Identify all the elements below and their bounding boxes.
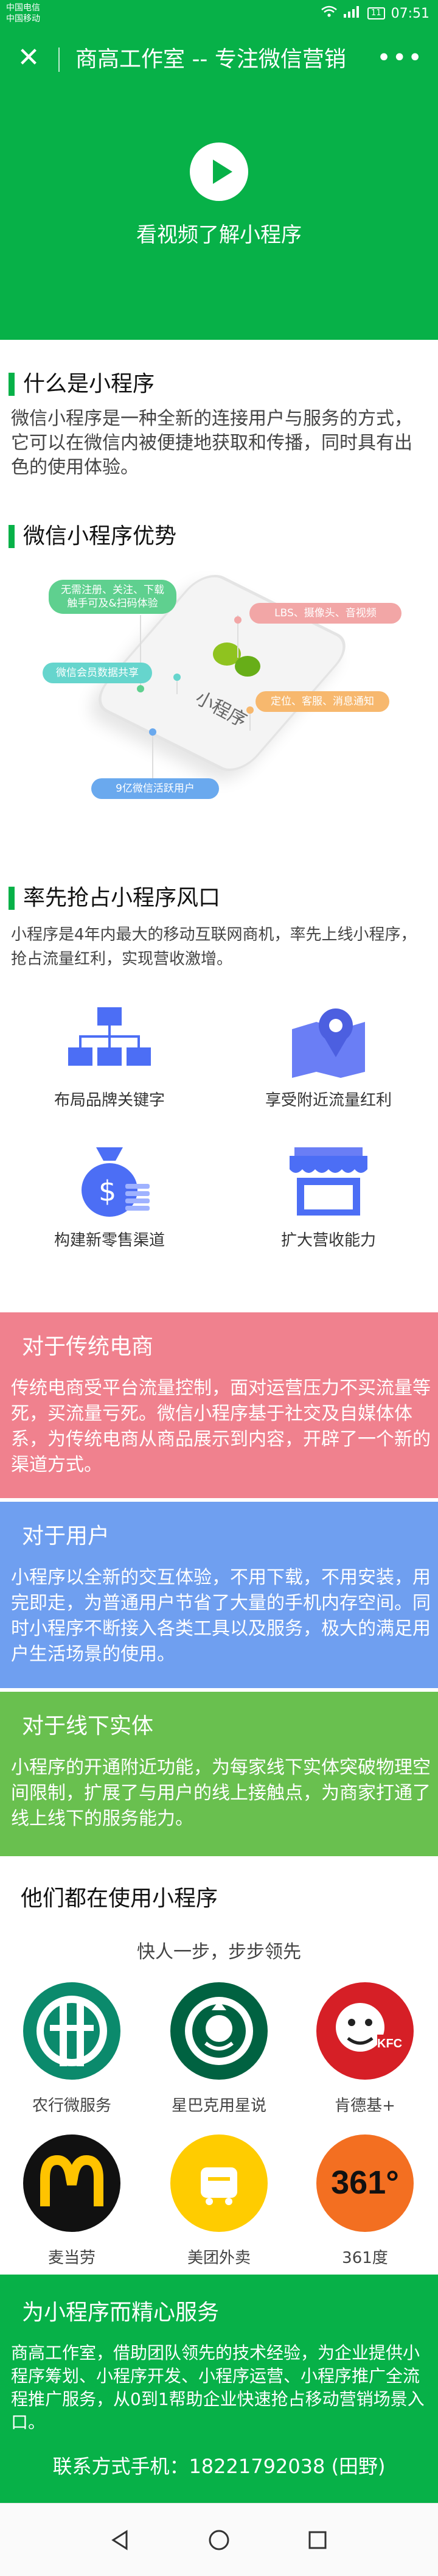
kfc-logo: KFC xyxy=(316,1982,414,2080)
band-title: 对于传统电商 xyxy=(22,1334,154,1359)
battery-indicator: 11 xyxy=(367,7,385,19)
mcdonalds-logo xyxy=(23,2134,120,2232)
contact-phone[interactable]: 联系方式手机：18221792038 (田野) xyxy=(52,2455,386,2478)
brand-abc[interactable]: 农行微服务 xyxy=(20,1982,123,2116)
feature-label: 扩大营收能力 xyxy=(280,1231,376,1250)
status-right: 11 07:51 xyxy=(321,5,429,21)
status-bar: 中国电信 中国移动 11 07:51 xyxy=(0,0,438,30)
brand-name: 美团外卖 xyxy=(187,2249,251,2267)
sitemap-icon xyxy=(67,1005,152,1078)
361-logo: 361° xyxy=(316,2134,414,2232)
band-offline: 对于线下实体 小程序的开通附近功能，为每家线下实体突破物理空间限制，扩展了与用户… xyxy=(0,1692,438,1856)
carrier-1: 中国电信 xyxy=(6,3,40,13)
abc-bank-logo xyxy=(23,1982,120,2080)
wifi-icon xyxy=(321,5,337,21)
advantage-tag-lbs: LBS、摄像头、音视频 xyxy=(249,603,401,624)
nav-divider xyxy=(58,48,60,72)
system-navigation-bar xyxy=(0,2503,438,2576)
band-body: 小程序以全新的交互体验，不用下载，不用安装，用完即走，为普通用户节省了大量的手机… xyxy=(11,1567,431,1665)
advantages-title: 微信小程序优势 xyxy=(9,523,176,551)
wechat-icon xyxy=(213,642,268,685)
brand-meituan[interactable]: 美团外卖 xyxy=(167,2134,271,2268)
title-bar: ✕ 商高工作室 -- 专注微信营销 ••• xyxy=(0,30,438,89)
what-is-title: 什么是小程序 xyxy=(9,370,155,398)
feature-revenue: 扩大营收能力 xyxy=(237,1145,420,1250)
brand-name: 星巴克用星说 xyxy=(171,2097,266,2115)
kfc-text: KFC xyxy=(377,2037,403,2050)
seize-title: 率先抢占小程序风口 xyxy=(9,884,220,912)
brands-subtitle: 快人一步，步步领先 xyxy=(137,1941,301,1963)
advantages-diagram: 小程序 无需注册、关注、下载 触手可及&扫码体验 LBS、摄像头、音视频 微信会… xyxy=(30,560,408,816)
carrier-2: 中国移动 xyxy=(6,14,40,24)
brand-starbucks[interactable]: 星巴克用星说 xyxy=(167,1982,271,2116)
feature-label: 享受附近流量红利 xyxy=(265,1091,392,1110)
more-icon[interactable]: ••• xyxy=(377,44,423,72)
home-icon[interactable] xyxy=(207,2528,231,2552)
brand-name: 农行微服务 xyxy=(32,2097,111,2115)
brand-name: 麦当劳 xyxy=(47,2249,96,2267)
feature-brand-keyword: 布局品牌关键字 xyxy=(18,1005,201,1110)
feature-label: 布局品牌关键字 xyxy=(54,1091,165,1110)
advantage-tag-member-data: 微信会员数据共享 xyxy=(43,663,152,683)
money-bag-icon: $ xyxy=(67,1145,152,1218)
band-title: 对于用户 xyxy=(22,1524,110,1549)
svg-text:$: $ xyxy=(99,1175,116,1208)
brand-name: 361度 xyxy=(342,2249,388,2267)
back-icon[interactable] xyxy=(108,2528,133,2552)
seize-body: 小程序是4年内最大的移动互联网商机，率先上线小程序，抢占流量红利，实现营收激增。 xyxy=(11,926,417,968)
brand-361[interactable]: 361° 361度 xyxy=(313,2134,417,2268)
page-title: 商高工作室 -- 专注微信营销 xyxy=(75,47,346,72)
starbucks-logo xyxy=(170,1982,268,2080)
brand-mcdonalds[interactable]: 麦当劳 xyxy=(20,2134,123,2268)
feature-new-retail: $ 构建新零售渠道 xyxy=(18,1145,201,1250)
band-body: 小程序的开通附近功能，为每家线下实体突破物理空间限制，扩展了与用户的线上接触点，… xyxy=(11,1757,431,1829)
band-body: 传统电商受平台流量控制，面对运营压力不买流量等死，买流量亏死。微信小程序基于社交… xyxy=(11,1378,431,1476)
feature-grid: 布局品牌关键字 享受附近流量红利 $ 构建新零售渠道 xyxy=(0,1005,438,1285)
service-footer: 为小程序而精心服务 商高工作室，借助团队领先的技术经验，为企业提供小程序筹划、小… xyxy=(0,2275,438,2503)
brands-title: 他们都在使用小程序 xyxy=(21,1886,218,1911)
brand-kfc[interactable]: KFC 肯德基+ xyxy=(313,1982,417,2116)
feature-label: 构建新零售渠道 xyxy=(54,1231,165,1250)
band-ecommerce: 对于传统电商 传统电商受平台流量控制，面对运营压力不买流量等死，买流量亏死。微信… xyxy=(0,1312,438,1498)
map-pin-icon xyxy=(286,1005,371,1078)
hero-video: 看视频了解小程序 xyxy=(0,89,438,340)
feature-nearby-traffic: 享受附近流量红利 xyxy=(237,1005,420,1110)
brand-name: 肯德基+ xyxy=(335,2097,395,2115)
play-icon[interactable] xyxy=(190,143,248,201)
video-label[interactable]: 看视频了解小程序 xyxy=(136,223,302,247)
footer-title: 为小程序而精心服务 xyxy=(22,2300,220,2325)
band-users: 对于用户 小程序以全新的交互体验，不用下载，不用安装，用完即走，为普通用户节省了… xyxy=(0,1502,438,1688)
meituan-logo xyxy=(170,2134,268,2232)
signal-icon xyxy=(343,5,361,21)
advantage-tag-location: 定位、客服、消息通知 xyxy=(255,691,389,712)
361-logo-text: 361° xyxy=(331,2164,399,2201)
recents-icon[interactable] xyxy=(305,2528,330,2552)
advantage-tag-active-users: 9亿微信活跃用户 xyxy=(91,778,219,799)
footer-body: 商高工作室，借助团队领先的技术经验，为企业提供小程序筹划、小程序开发、小程序运营… xyxy=(11,2343,425,2432)
storefront-icon xyxy=(286,1145,371,1218)
clock: 07:51 xyxy=(391,5,429,21)
band-title: 对于线下实体 xyxy=(22,1714,154,1739)
advantage-tag-no-register: 无需注册、关注、下载 触手可及&扫码体验 xyxy=(49,580,176,614)
what-is-body: 微信小程序是一种全新的连接用户与服务的方式，它可以在微信内被便捷地获取和传播，同… xyxy=(11,408,412,478)
close-icon[interactable]: ✕ xyxy=(17,42,40,73)
carrier-info: 中国电信 中国移动 xyxy=(6,2,40,24)
